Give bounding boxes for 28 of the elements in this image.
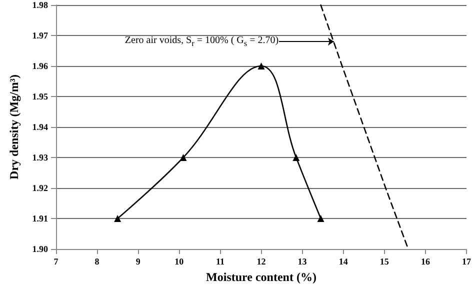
x-tick-label: 13 bbox=[298, 256, 308, 266]
x-tick-label: 16 bbox=[420, 256, 430, 266]
y-tick-label: 1.94 bbox=[32, 122, 48, 132]
point bbox=[258, 62, 265, 70]
point bbox=[114, 215, 122, 222]
point bbox=[180, 154, 187, 161]
x-axis-title: Moisture content (%) bbox=[206, 270, 316, 284]
annotation: Zero air voids, S$_{r}$ = 100% ( G$_{s}$ = 2.70) bbox=[124, 35, 279, 48]
y-tick-label: 1.91 bbox=[32, 214, 48, 224]
x-tick-label: 12 bbox=[256, 256, 266, 266]
x-tick-label: 10 bbox=[174, 256, 184, 266]
y-tick-label: 1.93 bbox=[32, 152, 48, 162]
x-tick-label: 9 bbox=[136, 256, 141, 266]
x-tick-label: 17 bbox=[462, 256, 472, 266]
x-tick-label: 15 bbox=[380, 256, 390, 266]
x-tick-label: 7 bbox=[54, 256, 59, 266]
point bbox=[292, 154, 300, 161]
x-tick-label: 11 bbox=[216, 256, 225, 266]
y-axis-title: Dry density (Mg/m³) bbox=[7, 74, 21, 180]
y-tick-label: 1.90 bbox=[32, 244, 48, 254]
x-tick-label: 8 bbox=[94, 256, 100, 266]
x-tick-label: 14 bbox=[338, 256, 348, 266]
point bbox=[317, 215, 324, 222]
y-tick-label: 1.97 bbox=[32, 30, 48, 40]
y-tick-label: 1.92 bbox=[32, 183, 48, 193]
y-tick-label: 1.98 bbox=[32, 0, 48, 10]
y-tick-label: 1.96 bbox=[32, 61, 48, 71]
y-tick-label: 1.95 bbox=[32, 92, 48, 102]
